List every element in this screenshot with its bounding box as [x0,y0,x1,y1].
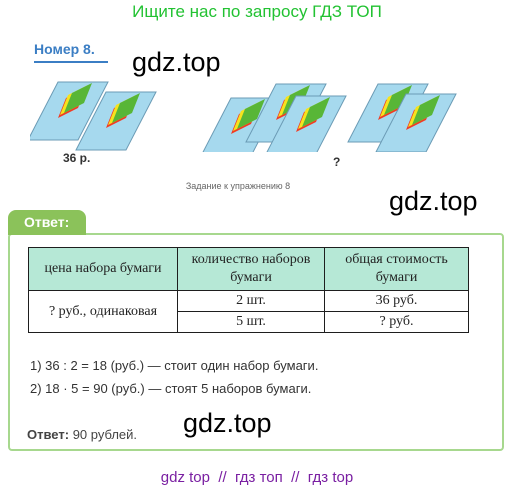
table-header-row: цена набора бумаги количество наборов бу… [28,247,469,291]
header-count: количество наборов бумаги [177,247,325,291]
count-cell: 5 шт. [177,311,325,333]
task-number-underline [34,61,108,63]
final-answer-label: Ответ: [27,427,70,442]
footer-links[interactable]: gdz top // гдз топ // гдз top [160,469,354,486]
total-cell: 36 руб. [324,290,469,312]
count-cell: 2 шт. [177,290,325,312]
price-cell: ? руб., одинаковая [28,290,178,333]
header-total: общая стоимость бумаги [324,247,469,291]
solution-step-1: 1) 36 : 2 = 18 (руб.) — стоит один набор… [30,358,319,373]
price-table: цена набора бумаги количество наборов бу… [28,247,469,333]
task-number: Номер 8. [34,41,95,57]
paper-set-right-3 [266,95,347,152]
paper-set-left-2 [75,91,157,151]
top-banner: Ищите нас по запросу ГДЗ ТОП [132,2,382,21]
watermark: gdz.top [389,186,478,216]
paper-sets-illustration [30,81,457,152]
table-row: ? руб., одинаковая 2 шт. 36 руб. [28,290,469,333]
watermark: gdz.top [132,47,221,77]
header-price: цена набора бумаги [28,247,178,291]
final-answer-value: 90 рублей. [72,427,138,442]
solution-step-2: 2) 18 · 5 = 90 (руб.) — стоят 5 наборов … [30,381,312,396]
figure-caption: Задание к упражнению 8 [185,181,291,191]
total-cell: ? руб. [324,311,469,333]
paper-set-left-1 [30,81,109,141]
answer-tab [8,210,86,235]
table-row: 5 шт. ? руб. [29,311,469,333]
watermark: gdz.top [183,408,272,438]
price-label: 36 р. [63,151,91,165]
answer-frame [8,233,504,451]
final-answer: Ответ: 90 рублей. [27,427,137,442]
answer-tab-label: Ответ: [24,214,70,230]
question-label: ? [333,155,341,169]
paper-set-right-5 [375,93,457,152]
